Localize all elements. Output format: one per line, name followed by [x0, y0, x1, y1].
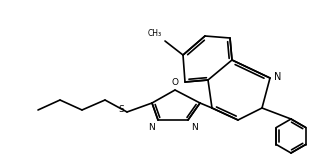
Text: CH₃: CH₃	[148, 29, 162, 38]
Text: N: N	[274, 72, 281, 82]
Text: N: N	[148, 123, 155, 132]
Text: S: S	[118, 106, 124, 115]
Text: N: N	[191, 123, 198, 132]
Text: O: O	[172, 78, 178, 87]
